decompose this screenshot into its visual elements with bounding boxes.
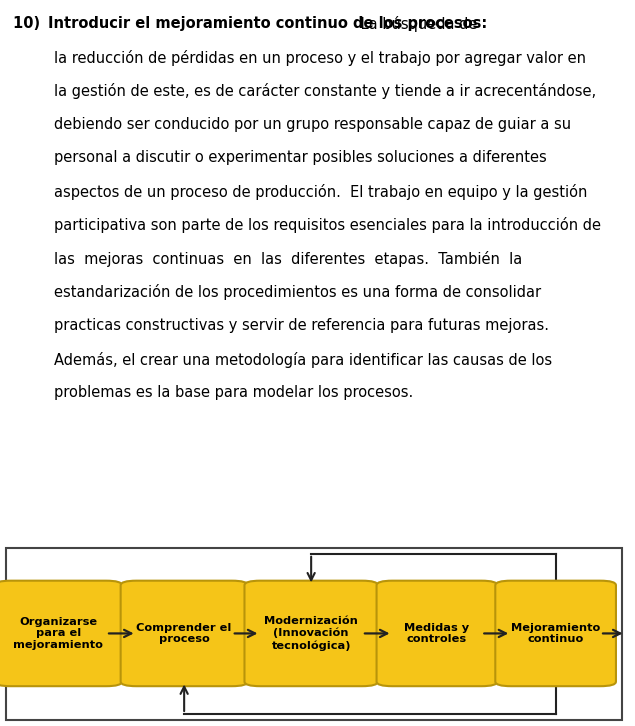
FancyBboxPatch shape bbox=[0, 581, 122, 686]
Text: Organizarse
para el
mejoramiento: Organizarse para el mejoramiento bbox=[13, 617, 104, 650]
Text: las  mejoras  continuas  en  las  diferentes  etapas.  También  la: las mejoras continuas en las diferentes … bbox=[54, 251, 522, 267]
Text: problemas es la base para modelar los procesos.: problemas es la base para modelar los pr… bbox=[54, 385, 413, 400]
Text: Mejoramiento
continuo: Mejoramiento continuo bbox=[511, 623, 600, 644]
Text: la reducción de pérdidas en un proceso y el trabajo por agregar valor en: la reducción de pérdidas en un proceso y… bbox=[54, 50, 586, 66]
Text: practicas constructivas y servir de referencia para futuras mejoras.: practicas constructivas y servir de refe… bbox=[54, 318, 549, 333]
FancyBboxPatch shape bbox=[377, 581, 497, 686]
Text: participativa son parte de los requisitos esenciales para la introducción de: participativa son parte de los requisito… bbox=[54, 217, 601, 234]
Text: 10): 10) bbox=[13, 16, 55, 31]
FancyBboxPatch shape bbox=[121, 581, 248, 686]
FancyBboxPatch shape bbox=[244, 581, 378, 686]
Text: la gestión de este, es de carácter constante y tiende a ir acrecentándose,: la gestión de este, es de carácter const… bbox=[54, 83, 596, 99]
Text: personal a discutir o experimentar posibles soluciones a diferentes: personal a discutir o experimentar posib… bbox=[54, 150, 547, 166]
Text: Introducir el mejoramiento continuo de los procesos:: Introducir el mejoramiento continuo de l… bbox=[48, 16, 487, 31]
Text: Modernización
(Innovación
tecnológica): Modernización (Innovación tecnológica) bbox=[264, 616, 358, 650]
Text: debiendo ser conducido por un grupo responsable capaz de guiar a su: debiendo ser conducido por un grupo resp… bbox=[54, 117, 571, 132]
Text: Además, el crear una metodología para identificar las causas de los: Además, el crear una metodología para id… bbox=[54, 351, 552, 367]
FancyBboxPatch shape bbox=[495, 581, 616, 686]
Text: Comprender el
proceso: Comprender el proceso bbox=[137, 623, 232, 644]
Text: Medidas y
controles: Medidas y controles bbox=[404, 623, 469, 644]
Text: aspectos de un proceso de producción.  El trabajo en equipo y la gestión: aspectos de un proceso de producción. El… bbox=[54, 184, 587, 200]
Text: La búsqueda de: La búsqueda de bbox=[356, 16, 477, 32]
Text: estandarización de los procedimientos es una forma de consolidar: estandarización de los procedimientos es… bbox=[54, 285, 541, 301]
